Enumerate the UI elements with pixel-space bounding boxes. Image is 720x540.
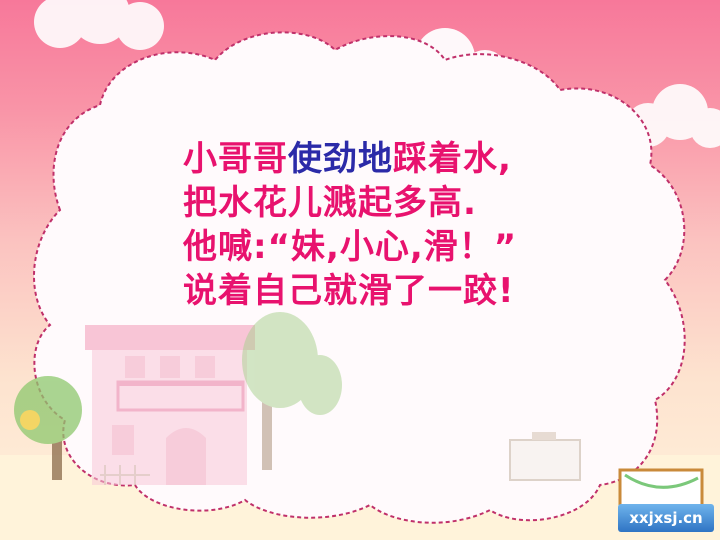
poem-text-segment: 把水花儿溅起多高. xyxy=(183,183,477,223)
sign-board-illustration xyxy=(509,432,581,481)
poem-line: 小哥哥使劲地踩着水, xyxy=(183,137,517,181)
poem-text-segment: 小哥哥 xyxy=(183,139,288,179)
poem-text-segment: 说着自己就滑了一跤! xyxy=(183,271,515,311)
poem-line: 他喊:“妹,小心,滑！” xyxy=(183,225,517,269)
poem-line: 把水花儿溅起多高. xyxy=(183,181,517,225)
poem-text-segment: 他喊:“妹,小心,滑！” xyxy=(183,227,518,267)
tree-middle xyxy=(242,312,342,470)
house-illustration xyxy=(85,325,255,485)
poem-highlight-word: 使劲地 xyxy=(288,139,393,179)
sky-cloud-top-left xyxy=(34,0,164,50)
poem-text-segment: 踩着水, xyxy=(393,139,512,179)
site-watermark: xxjxsj.cn xyxy=(618,504,714,532)
easel-illustration xyxy=(618,468,704,520)
fence-illustration xyxy=(100,465,150,485)
tree-left xyxy=(14,376,82,480)
poem-line: 说着自己就滑了一跤! xyxy=(183,269,517,313)
poem-text-block: 小哥哥使劲地踩着水, 把水花儿溅起多高. 他喊:“妹,小心,滑！” 说着自己就滑了一跤… xyxy=(183,137,517,313)
